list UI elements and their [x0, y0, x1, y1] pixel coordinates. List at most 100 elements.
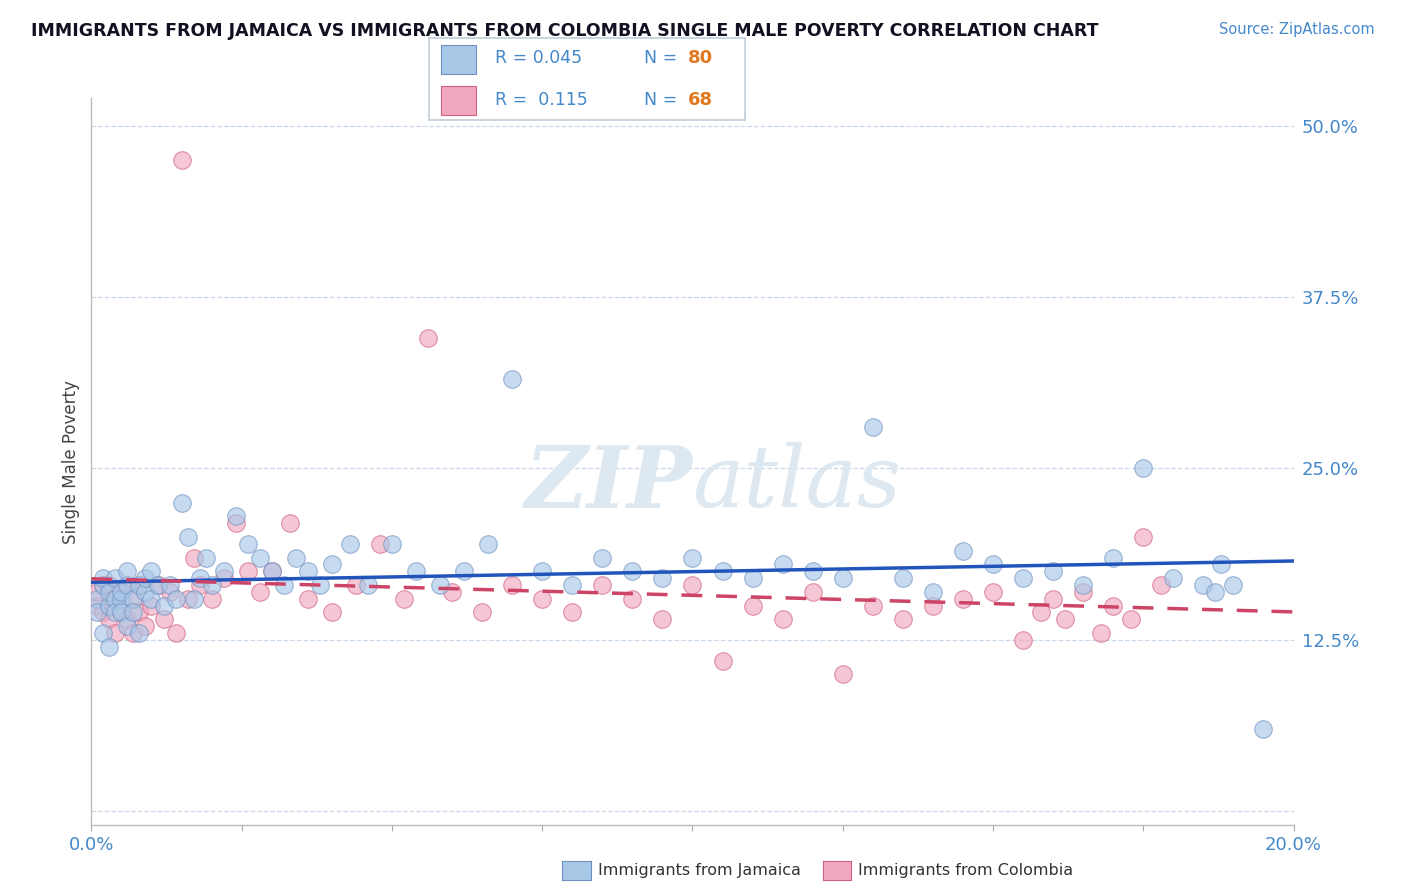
Point	[128, 606, 150, 620]
Point	[1253, 722, 1275, 736]
Point	[416, 331, 439, 345]
Point	[236, 565, 259, 579]
Text: IMMIGRANTS FROM JAMAICA VS IMMIGRANTS FROM COLOMBIA SINGLE MALE POVERTY CORRELAT: IMMIGRANTS FROM JAMAICA VS IMMIGRANTS FR…	[31, 22, 1098, 40]
Point	[1161, 571, 1184, 585]
Point	[1054, 612, 1077, 626]
Point	[117, 578, 139, 592]
Point	[772, 612, 794, 626]
Point	[1012, 571, 1035, 585]
Point	[273, 578, 295, 592]
Point	[621, 591, 644, 606]
Point	[1192, 578, 1215, 592]
Point	[862, 599, 884, 613]
Point	[501, 372, 523, 386]
Point	[86, 599, 108, 613]
Point	[741, 599, 763, 613]
Point	[152, 599, 174, 613]
Point	[122, 606, 145, 620]
Point	[134, 585, 156, 599]
Point	[260, 565, 283, 579]
Point	[188, 578, 211, 592]
Point	[1029, 606, 1052, 620]
Point	[110, 606, 132, 620]
Point	[117, 612, 139, 626]
Point	[134, 619, 156, 633]
Point	[110, 585, 132, 599]
Point	[741, 571, 763, 585]
Point	[531, 591, 554, 606]
FancyBboxPatch shape	[441, 86, 477, 115]
Point	[146, 578, 169, 592]
Text: R =  0.115: R = 0.115	[495, 91, 588, 110]
Point	[128, 578, 150, 592]
Point	[141, 565, 163, 579]
Point	[104, 591, 127, 606]
Point	[110, 591, 132, 606]
Point	[392, 591, 415, 606]
Point	[801, 565, 824, 579]
Point	[176, 591, 198, 606]
Point	[381, 537, 404, 551]
Point	[134, 571, 156, 585]
Point	[86, 606, 108, 620]
Point	[201, 578, 224, 592]
Point	[357, 578, 380, 592]
Point	[651, 571, 673, 585]
Point	[1211, 558, 1233, 572]
Point	[93, 578, 115, 592]
Point	[1042, 591, 1064, 606]
Point	[981, 558, 1004, 572]
Point	[165, 591, 187, 606]
Point	[711, 653, 734, 667]
Text: 80: 80	[689, 49, 713, 68]
Point	[831, 667, 853, 681]
Point	[159, 585, 181, 599]
Point	[368, 537, 391, 551]
Point	[429, 578, 451, 592]
Point	[561, 606, 583, 620]
Point	[98, 585, 121, 599]
Point	[122, 626, 145, 640]
Point	[260, 565, 283, 579]
Point	[1132, 461, 1154, 475]
FancyBboxPatch shape	[441, 45, 477, 74]
Point	[122, 591, 145, 606]
Point	[170, 496, 193, 510]
Point	[188, 571, 211, 585]
Point	[591, 550, 613, 565]
Point	[471, 606, 494, 620]
Point	[183, 591, 205, 606]
Point	[146, 578, 169, 592]
Point	[141, 591, 163, 606]
Point	[561, 578, 583, 592]
Point	[98, 640, 121, 654]
Point	[86, 591, 108, 606]
Point	[862, 420, 884, 434]
Point	[1132, 530, 1154, 544]
Point	[297, 591, 319, 606]
Point	[681, 578, 703, 592]
Point	[405, 565, 427, 579]
Point	[531, 565, 554, 579]
Point	[194, 550, 217, 565]
Point	[93, 578, 115, 592]
Point	[297, 565, 319, 579]
Point	[117, 619, 139, 633]
Point	[117, 565, 139, 579]
Point	[117, 578, 139, 592]
Point	[1150, 578, 1173, 592]
Point	[1204, 585, 1226, 599]
Point	[98, 612, 121, 626]
Point	[621, 565, 644, 579]
Point	[651, 612, 673, 626]
Point	[141, 599, 163, 613]
Point	[591, 578, 613, 592]
Point	[278, 516, 301, 531]
Point	[152, 612, 174, 626]
Point	[772, 558, 794, 572]
Point	[86, 585, 108, 599]
Point	[93, 571, 115, 585]
Point	[98, 578, 121, 592]
Point	[212, 571, 235, 585]
Point	[236, 537, 259, 551]
